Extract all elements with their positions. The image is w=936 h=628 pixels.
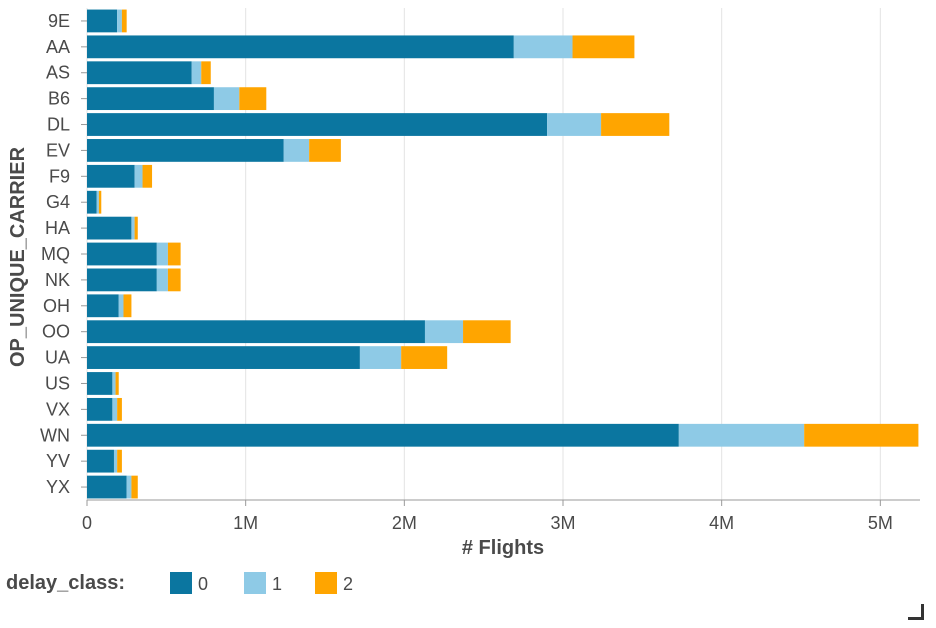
y-tick-label: US xyxy=(45,373,70,393)
bar-vx-class-2 xyxy=(117,397,122,421)
bar-yv-class-0 xyxy=(87,449,114,473)
bar-oh-class-0 xyxy=(87,294,119,318)
bar-ev-class-1 xyxy=(283,139,310,162)
legend-label-1: 1 xyxy=(272,574,282,594)
bar-yx-class-0 xyxy=(87,475,127,499)
bar-aa-class-0 xyxy=(87,35,514,59)
y-tick-label: DL xyxy=(47,115,70,135)
bar-yv-class-1 xyxy=(113,449,118,473)
y-tick-label: UA xyxy=(45,348,70,368)
bar-b6-class-0 xyxy=(87,87,214,111)
x-tick-label: 1M xyxy=(233,513,258,533)
bar-nk-class-0 xyxy=(87,268,157,292)
bar-ha-class-0 xyxy=(87,216,132,240)
y-tick-label: F9 xyxy=(49,166,70,186)
y-tick-label: 9E xyxy=(48,11,70,31)
bar-aa-class-2 xyxy=(572,35,635,59)
x-axis: 0 1M 2M 3M 4M 5M xyxy=(82,499,920,533)
bar-mq-class-2 xyxy=(167,242,181,266)
bar-ua-class-2 xyxy=(401,346,448,369)
y-axis-title: OP_UNIQUE_CARRIER xyxy=(7,146,29,367)
bar-9e-class-1 xyxy=(117,9,122,33)
bar-ha-class-1 xyxy=(131,216,135,240)
bar-g4-class-2 xyxy=(98,190,102,214)
bar-oo-class-2 xyxy=(463,320,511,344)
bar-aa-class-1 xyxy=(513,35,573,59)
bar-ua-class-1 xyxy=(359,346,402,369)
bar-ev-class-0 xyxy=(87,139,284,162)
y-tick-label: MQ xyxy=(41,244,70,264)
y-tick-label: HA xyxy=(45,218,70,238)
bar-yx-class-1 xyxy=(126,475,132,499)
bar-wn-class-1 xyxy=(678,423,805,447)
y-tick-label: EV xyxy=(46,140,70,160)
x-axis-title: # Flights xyxy=(462,537,544,559)
bar-as-class-1 xyxy=(191,61,202,85)
bar-us-class-0 xyxy=(87,372,113,395)
y-tick-label: OH xyxy=(43,296,70,316)
bar-9e-class-2 xyxy=(121,9,127,33)
bar-ha-class-2 xyxy=(134,216,138,240)
bar-f9-class-0 xyxy=(87,164,135,188)
bar-yx-class-2 xyxy=(131,475,138,499)
bar-f9-class-1 xyxy=(134,164,143,188)
bar-nk-class-2 xyxy=(167,268,181,292)
bar-g4-class-0 xyxy=(87,190,97,214)
x-tick-label: 3M xyxy=(550,513,575,533)
bar-f9-class-2 xyxy=(142,164,153,188)
resize-handle[interactable] xyxy=(908,604,924,620)
bar-oo-class-0 xyxy=(87,320,425,344)
bar-dl-class-0 xyxy=(87,113,548,136)
x-tick-label: 2M xyxy=(392,513,417,533)
bar-oh-class-1 xyxy=(118,294,124,318)
y-tick-label: NK xyxy=(45,270,70,290)
x-tick-label: 5M xyxy=(868,513,893,533)
y-tick-label: YV xyxy=(46,451,70,471)
bar-as-class-0 xyxy=(87,61,192,85)
legend-label-2: 2 xyxy=(343,574,353,594)
x-tick-label: 4M xyxy=(709,513,734,533)
bar-mq-class-0 xyxy=(87,242,157,266)
bar-us-class-2 xyxy=(115,372,119,395)
bar-oo-class-1 xyxy=(424,320,464,344)
bar-yv-class-2 xyxy=(117,449,122,473)
y-axis: 9E AA AS B6 DL EV F9 G4 HA MQ NK OH OO UA US VX WN YV YX xyxy=(40,11,87,497)
bar-dl-class-2 xyxy=(601,113,670,136)
bar-g4-class-1 xyxy=(96,190,99,214)
bar-us-class-1 xyxy=(112,372,116,395)
y-tick-label: VX xyxy=(46,399,70,419)
legend: delay_class: 0 1 2 xyxy=(6,572,353,594)
bar-ua-class-0 xyxy=(87,346,360,369)
bar-ev-class-2 xyxy=(309,139,341,162)
bars xyxy=(87,9,919,499)
bar-9e-class-0 xyxy=(87,9,118,33)
legend-swatch-0 xyxy=(170,572,192,594)
legend-swatch-2 xyxy=(315,572,337,594)
y-tick-label: YX xyxy=(46,477,70,497)
y-tick-label: AA xyxy=(46,37,70,57)
y-tick-label: OO xyxy=(42,322,70,342)
bar-vx-class-0 xyxy=(87,397,113,421)
x-tick-label: 0 xyxy=(82,513,92,533)
bar-as-class-2 xyxy=(201,61,211,85)
legend-title: delay_class: xyxy=(6,572,125,594)
bar-wn-class-0 xyxy=(87,423,679,447)
y-tick-label: B6 xyxy=(48,89,70,109)
bar-mq-class-1 xyxy=(156,242,168,266)
bar-dl-class-1 xyxy=(547,113,602,136)
bar-wn-class-2 xyxy=(804,423,919,447)
y-tick-label: WN xyxy=(40,425,70,445)
y-tick-label: G4 xyxy=(46,192,70,212)
bar-vx-class-1 xyxy=(112,397,118,421)
legend-swatch-1 xyxy=(244,572,266,594)
bar-b6-class-2 xyxy=(239,87,267,111)
legend-label-0: 0 xyxy=(198,574,208,594)
bar-nk-class-1 xyxy=(156,268,168,292)
y-tick-label: AS xyxy=(46,63,70,83)
bar-oh-class-2 xyxy=(123,294,132,318)
bar-b6-class-1 xyxy=(213,87,240,111)
